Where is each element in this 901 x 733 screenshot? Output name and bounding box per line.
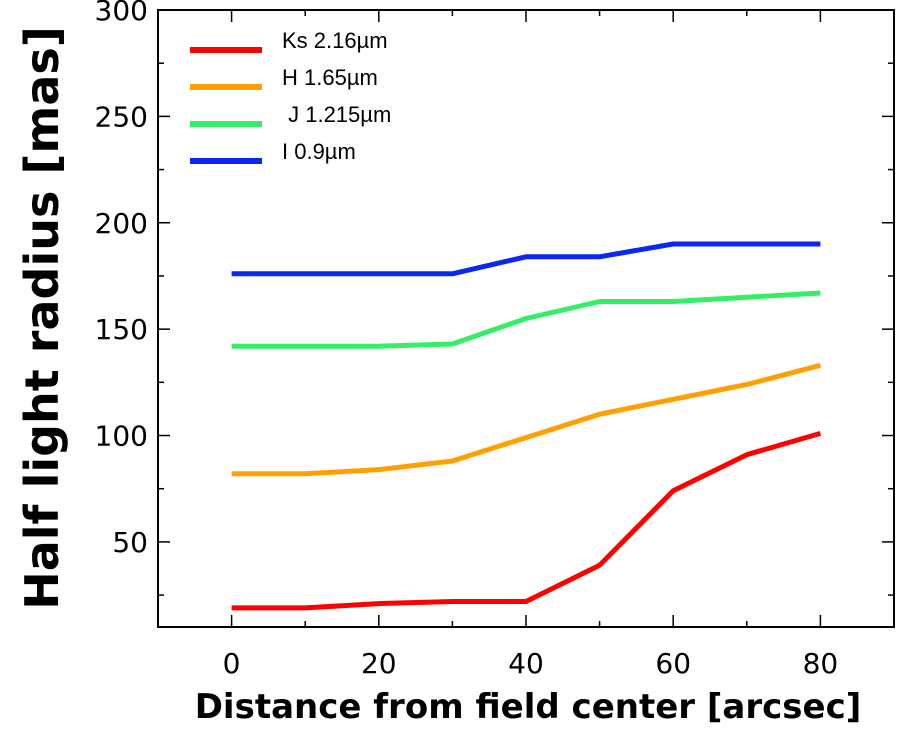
y-tick-label: 200 bbox=[95, 207, 148, 240]
x-axis-ticks: 0 20 40 60 80 bbox=[157, 10, 895, 680]
y-tick-label: 100 bbox=[95, 420, 148, 453]
series-line-0 bbox=[231, 430, 822, 611]
y-axis-ticks: 50 100 150 200 250 300 bbox=[95, 0, 894, 596]
x-axis-title: Distance from field center [arcsec] bbox=[195, 687, 862, 727]
y-axis-title: Half light radius [mas] bbox=[15, 26, 69, 610]
x-tick-label: 80 bbox=[803, 647, 839, 680]
y-tick-label: 300 bbox=[95, 0, 148, 27]
x-tick-label: 60 bbox=[655, 647, 691, 680]
y-tick-label: 150 bbox=[95, 313, 148, 346]
x-tick-label: 0 bbox=[223, 647, 241, 680]
series-line-2 bbox=[231, 290, 821, 349]
legend-label: J 1.215µm bbox=[282, 102, 391, 127]
y-tick-label: 50 bbox=[112, 526, 148, 559]
series-lines bbox=[231, 241, 822, 611]
x-tick-label: 20 bbox=[361, 647, 397, 680]
series-line-1 bbox=[231, 362, 822, 477]
series-line-3 bbox=[231, 241, 821, 277]
y-tick-label: 250 bbox=[95, 100, 148, 133]
legend-label: I 0.9µm bbox=[282, 139, 356, 164]
legend: Ks 2.16µm H 1.65µm J 1.215µm I 0.9µm bbox=[190, 28, 391, 164]
legend-label: Ks 2.16µm bbox=[282, 28, 388, 53]
x-tick-label: 40 bbox=[508, 647, 544, 680]
legend-label: H 1.65µm bbox=[282, 65, 378, 90]
